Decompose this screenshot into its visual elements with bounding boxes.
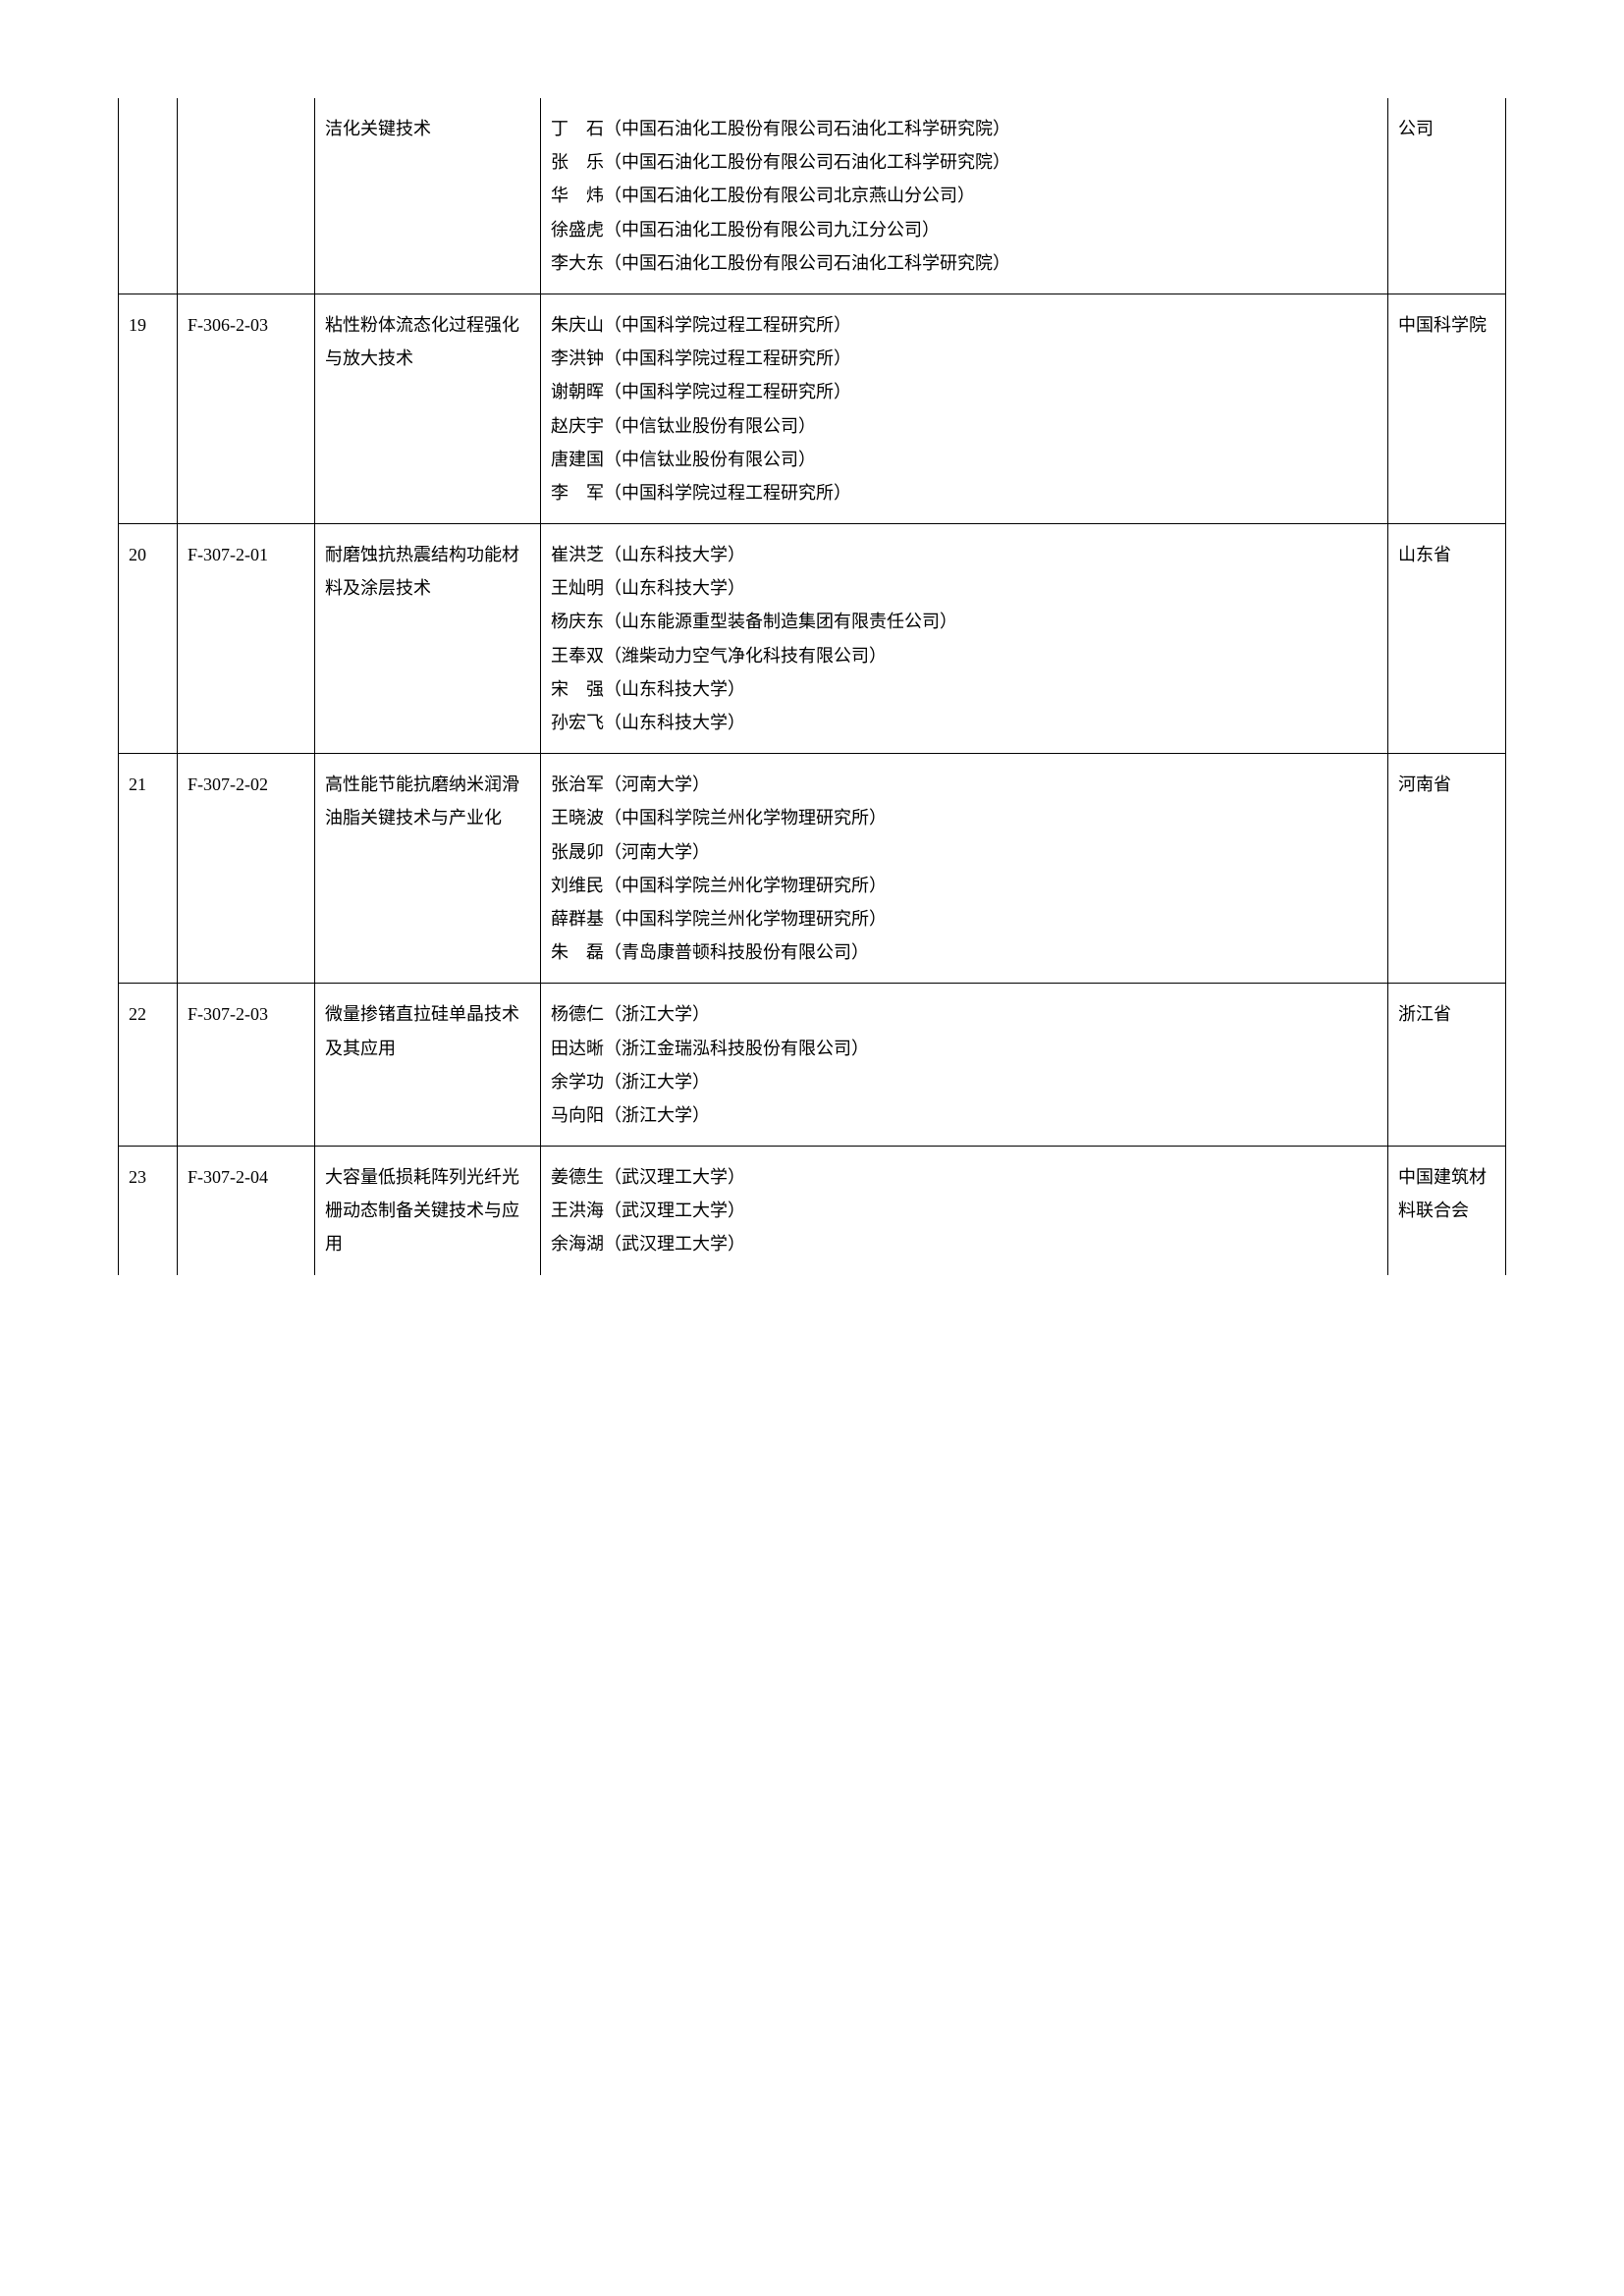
code-cell [178,98,315,294]
index-cell [119,98,178,294]
index-cell: 22 [119,984,178,1147]
people-cell: 崔洪芝（山东科技大学）王灿明（山东科技大学）杨庆东（山东能源重型装备制造集团有限… [541,524,1388,754]
code-cell: F-307-2-04 [178,1147,315,1275]
project-cell: 粘性粉体流态化过程强化与放大技术 [315,294,541,523]
index-cell: 20 [119,524,178,754]
people-cell: 姜德生（武汉理工大学）王洪海（武汉理工大学）余海湖（武汉理工大学） [541,1147,1388,1275]
awards-table: 洁化关键技术丁 石（中国石油化工股份有限公司石油化工科学研究院）张 乐（中国石油… [118,98,1506,1275]
project-cell: 洁化关键技术 [315,98,541,294]
project-cell: 大容量低损耗阵列光纤光栅动态制备关键技术与应用 [315,1147,541,1275]
table-row: 21F-307-2-02高性能节能抗磨纳米润滑油脂关键技术与产业化张治军（河南大… [119,754,1506,984]
code-cell: F-307-2-02 [178,754,315,984]
table-row: 23F-307-2-04大容量低损耗阵列光纤光栅动态制备关键技术与应用姜德生（武… [119,1147,1506,1275]
project-cell: 高性能节能抗磨纳米润滑油脂关键技术与产业化 [315,754,541,984]
people-cell: 丁 石（中国石油化工股份有限公司石油化工科学研究院）张 乐（中国石油化工股份有限… [541,98,1388,294]
code-cell: F-307-2-03 [178,984,315,1147]
table-row: 20F-307-2-01耐磨蚀抗热震结构功能材料及涂层技术崔洪芝（山东科技大学）… [119,524,1506,754]
table-row: 19F-306-2-03粘性粉体流态化过程强化与放大技术朱庆山（中国科学院过程工… [119,294,1506,523]
code-cell: F-307-2-01 [178,524,315,754]
unit-cell: 河南省 [1388,754,1506,984]
table-row: 22F-307-2-03微量掺锗直拉硅单晶技术及其应用杨德仁（浙江大学）田达晰（… [119,984,1506,1147]
table-row: 洁化关键技术丁 石（中国石油化工股份有限公司石油化工科学研究院）张 乐（中国石油… [119,98,1506,294]
project-cell: 耐磨蚀抗热震结构功能材料及涂层技术 [315,524,541,754]
code-cell: F-306-2-03 [178,294,315,523]
unit-cell: 中国科学院 [1388,294,1506,523]
unit-cell: 中国建筑材料联合会 [1388,1147,1506,1275]
index-cell: 21 [119,754,178,984]
unit-cell: 浙江省 [1388,984,1506,1147]
project-cell: 微量掺锗直拉硅单晶技术及其应用 [315,984,541,1147]
index-cell: 23 [119,1147,178,1275]
index-cell: 19 [119,294,178,523]
unit-cell: 山东省 [1388,524,1506,754]
people-cell: 张治军（河南大学）王晓波（中国科学院兰州化学物理研究所）张晟卯（河南大学）刘维民… [541,754,1388,984]
people-cell: 杨德仁（浙江大学）田达晰（浙江金瑞泓科技股份有限公司）余学功（浙江大学）马向阳（… [541,984,1388,1147]
people-cell: 朱庆山（中国科学院过程工程研究所）李洪钟（中国科学院过程工程研究所）谢朝晖（中国… [541,294,1388,523]
unit-cell: 公司 [1388,98,1506,294]
